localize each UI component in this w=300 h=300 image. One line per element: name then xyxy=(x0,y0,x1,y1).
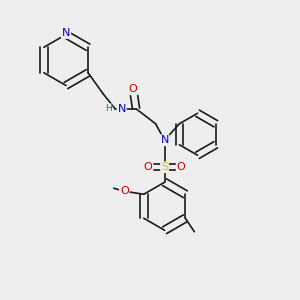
Text: O: O xyxy=(177,162,185,172)
Text: N: N xyxy=(118,104,126,114)
Text: O: O xyxy=(144,162,152,172)
Text: O: O xyxy=(120,186,129,196)
Text: N: N xyxy=(160,135,169,145)
Text: N: N xyxy=(62,28,70,38)
Text: S: S xyxy=(161,162,168,172)
Text: H: H xyxy=(105,104,112,113)
Text: O: O xyxy=(129,84,137,94)
